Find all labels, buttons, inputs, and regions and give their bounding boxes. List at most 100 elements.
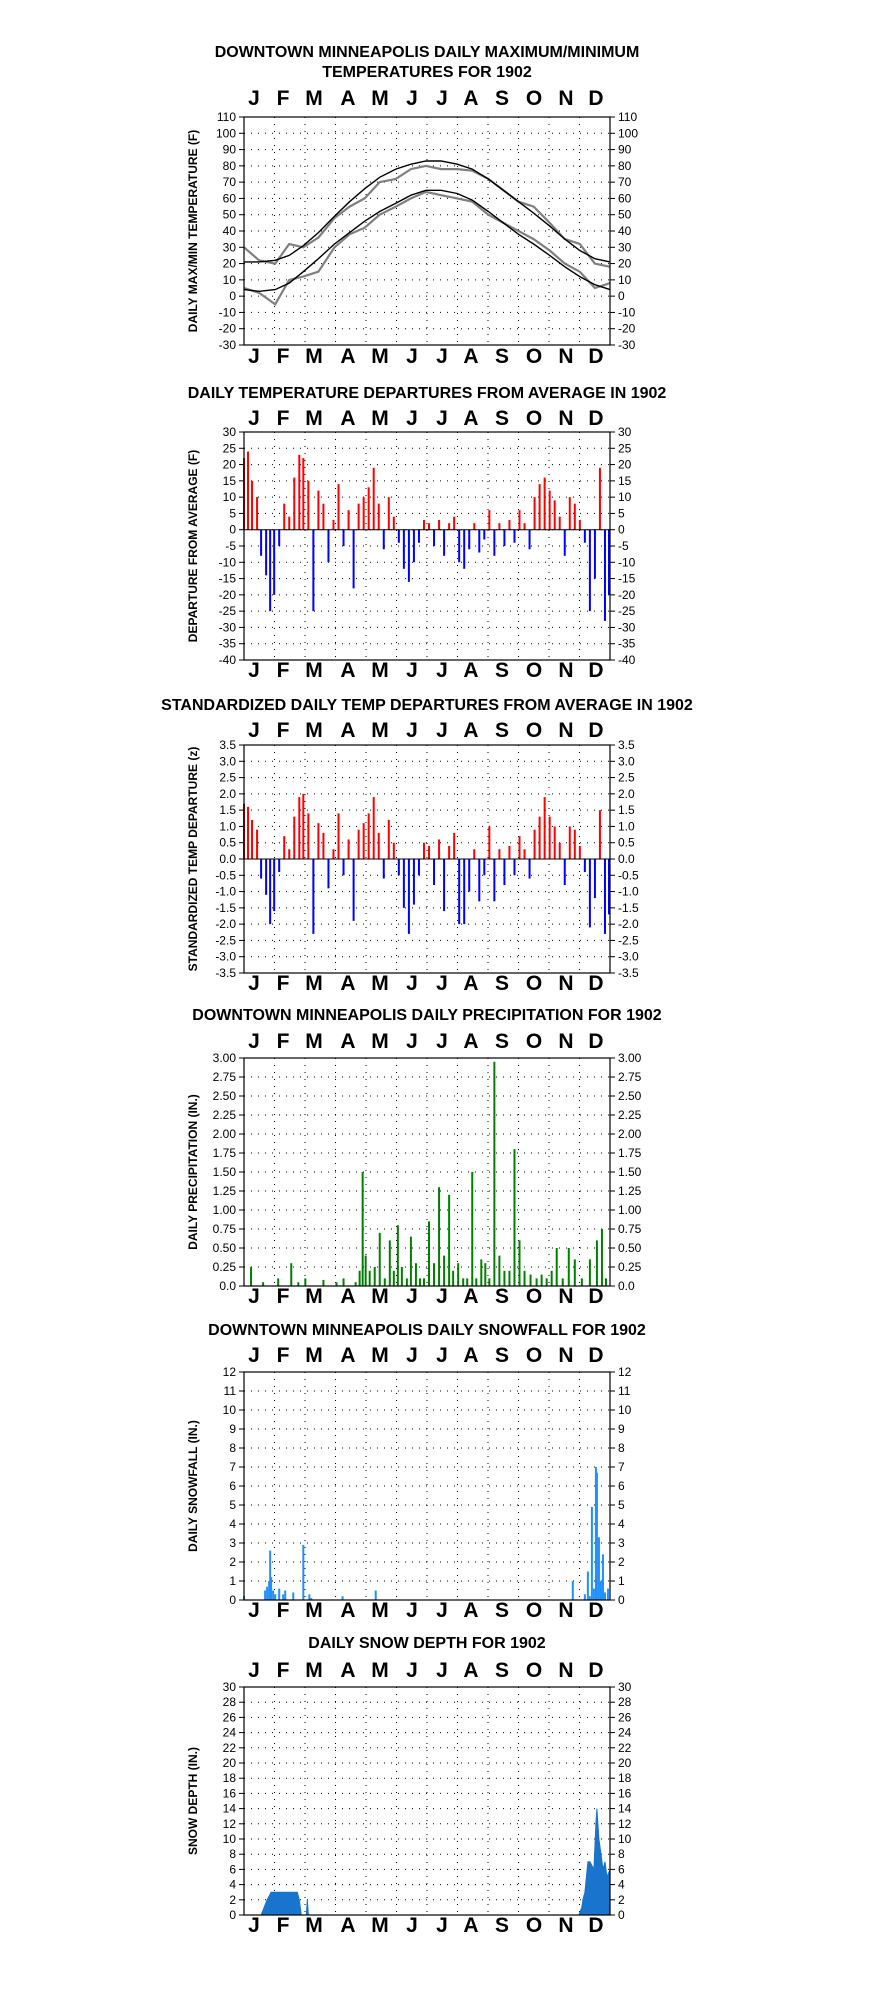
month-label-top: F — [277, 1659, 290, 1682]
departure-bar — [563, 859, 566, 886]
departure-bar — [428, 523, 431, 530]
tick-label-right: 10 — [618, 1832, 632, 1846]
departure-bar — [548, 490, 551, 530]
tick-label-left: -20 — [219, 588, 237, 602]
month-label-top: S — [495, 719, 509, 742]
departure-bar — [483, 529, 486, 540]
precip-bar — [290, 1263, 293, 1286]
month-label-bottom: J — [406, 972, 418, 995]
departure-bar — [578, 845, 581, 859]
month-label-top: N — [558, 1344, 573, 1367]
departure-bar — [463, 859, 466, 925]
departure-bar — [387, 819, 390, 859]
departure-bar — [433, 859, 436, 886]
tick-label-left: -2.0 — [215, 917, 236, 931]
departure-bar — [293, 816, 296, 859]
departure-bar — [443, 529, 446, 556]
departure-bar — [278, 529, 281, 546]
month-label-top: A — [340, 719, 355, 742]
precip-bar — [262, 1282, 265, 1286]
departure-bar — [367, 813, 370, 859]
tick-label-left: 1.75 — [213, 1146, 237, 1160]
month-label-bottom: N — [558, 659, 573, 682]
month-label-bottom: J — [436, 1599, 448, 1622]
departure-bar — [367, 487, 370, 530]
tick-label-right: 50 — [618, 208, 632, 222]
tick-label-right: 0.50 — [618, 1241, 642, 1255]
month-label-top: N — [558, 1030, 573, 1053]
departure-bar — [453, 516, 456, 530]
departure-bar — [533, 497, 536, 530]
tick-label-left: -30 — [219, 338, 237, 352]
tick-label-left: -3.5 — [215, 966, 236, 980]
snowfall-bar — [282, 1594, 285, 1600]
month-label-bottom: S — [495, 345, 509, 368]
departure-bar — [377, 503, 380, 530]
snowfall-bar — [606, 1588, 609, 1600]
departure-bar — [583, 529, 586, 543]
month-label-bottom: D — [588, 972, 603, 995]
month-label-bottom: J — [248, 1914, 260, 1937]
tick-label-left: 80 — [223, 159, 237, 173]
tick-label-left: 1.50 — [213, 1165, 237, 1179]
departure-bar — [463, 529, 466, 569]
plot-frame — [243, 1371, 611, 1601]
month-label-bottom: A — [463, 345, 478, 368]
departure-bar — [548, 816, 551, 859]
departure-bar — [298, 797, 301, 859]
month-label-top: F — [277, 407, 290, 430]
tick-label-right: 1.25 — [618, 1184, 642, 1198]
tick-label-right: -3.5 — [618, 966, 639, 980]
tick-label-right: 2.50 — [618, 1089, 642, 1103]
departure-bar — [538, 816, 541, 859]
departure-bar — [533, 829, 536, 859]
month-label-top: D — [588, 1344, 603, 1367]
snowfall-bar — [272, 1590, 275, 1600]
month-label-top: J — [406, 719, 418, 742]
departure-bar — [593, 529, 596, 579]
tick-label-right: 20 — [618, 257, 632, 271]
departure-bar — [265, 529, 268, 576]
tick-label-left: 2.0 — [219, 787, 236, 801]
tick-label-right: -30 — [618, 338, 636, 352]
departure-bar — [473, 523, 476, 530]
month-label-bottom: M — [371, 1599, 389, 1622]
tick-label-right: 30 — [618, 240, 632, 254]
month-label-top: O — [526, 1030, 542, 1053]
tick-label-right: 8 — [618, 1847, 625, 1861]
month-label-bottom: J — [406, 1599, 418, 1622]
month-label-top: O — [526, 1344, 542, 1367]
month-label-bottom: F — [277, 345, 290, 368]
departure-bar — [392, 516, 395, 530]
departure-bar — [332, 519, 335, 530]
snowfall-bar — [595, 1472, 598, 1600]
tick-label-left: -2.5 — [215, 933, 236, 947]
tick-label-left: 8 — [229, 1847, 236, 1861]
departure-bar — [397, 529, 400, 543]
month-label-top: A — [463, 1030, 478, 1053]
month-label-top: J — [248, 1030, 260, 1053]
departure-bar — [603, 859, 606, 934]
tick-label-right: 1.0 — [618, 819, 635, 833]
precip-bar — [418, 1278, 421, 1286]
precip-bar — [471, 1172, 474, 1286]
departure-bar — [302, 793, 305, 859]
y-axis-label: STANDARDIZED TEMP DEPARTURE (z) — [186, 747, 200, 972]
departure-bar — [288, 516, 291, 530]
precip-bar — [409, 1236, 412, 1286]
departure-bar — [488, 826, 491, 859]
y-axis-label: DEPARTURE FROM AVERAGE (F) — [186, 450, 200, 642]
departure-bar — [322, 832, 325, 859]
departure-bar — [283, 503, 286, 530]
month-label-top: J — [406, 407, 418, 430]
snowfall-bar — [308, 1594, 311, 1600]
tick-label-right: 3.5 — [618, 738, 635, 752]
month-label-bottom: S — [495, 659, 509, 682]
precip-bar — [535, 1278, 538, 1286]
month-label-bottom: J — [406, 345, 418, 368]
tick-label-left: -35 — [219, 637, 237, 651]
precip-bar — [250, 1267, 253, 1286]
departure-bar — [352, 859, 355, 921]
snowfall-bar — [302, 1544, 305, 1600]
